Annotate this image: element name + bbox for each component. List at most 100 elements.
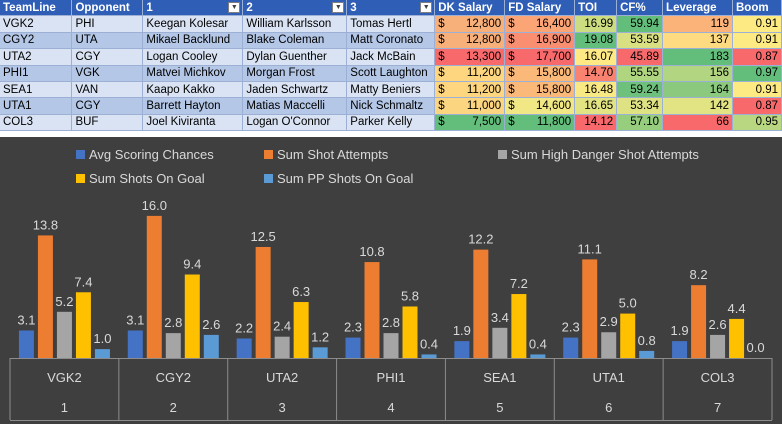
chevron-down-icon[interactable]: ▼ xyxy=(420,2,433,13)
data-label: 3.1 xyxy=(17,312,35,327)
table-cell-p3[interactable]: Scott Laughton xyxy=(346,65,436,82)
table-cell-fd[interactable]: $17,700 xyxy=(504,48,576,66)
table-cell-p2[interactable]: Matias Maccelli xyxy=(242,97,348,115)
table-cell-p2[interactable]: Jaden Schwartz xyxy=(242,81,348,99)
table-cell-fd[interactable]: $14,600 xyxy=(504,97,576,115)
table-cell-dk[interactable]: $11,000 xyxy=(434,97,506,115)
table-cell-boom[interactable]: 0.87 xyxy=(732,48,782,66)
table-cell-p2[interactable]: Blake Coleman xyxy=(242,32,348,50)
table-cell-teamline[interactable]: SEA1 xyxy=(0,81,73,99)
chevron-down-icon[interactable]: ▼ xyxy=(228,2,241,13)
table-cell-opponent[interactable]: VGK xyxy=(71,65,144,82)
table-cell-boom[interactable]: 0.91 xyxy=(732,81,782,99)
table-cell-lev[interactable]: 156 xyxy=(662,65,733,82)
header-opponent[interactable]: Opponent xyxy=(71,0,144,17)
table-cell-p2[interactable]: Logan O'Connor xyxy=(242,114,348,132)
table-cell-toi[interactable]: 16.07 xyxy=(574,48,618,66)
table-cell-opponent[interactable]: CGY xyxy=(71,48,144,66)
header-player-2[interactable]: 2 ▼ xyxy=(242,0,348,17)
table-cell-p3[interactable]: Tomas Hertl xyxy=(346,15,436,33)
table-cell-dk[interactable]: $11,200 xyxy=(434,65,506,82)
table-cell-cf[interactable]: 57.10 xyxy=(616,114,664,132)
table-cell-p1[interactable]: Keegan Kolesar xyxy=(142,15,244,33)
table-cell-opponent[interactable]: UTA xyxy=(71,32,144,50)
header-player-3[interactable]: 3 ▼ xyxy=(346,0,436,17)
table-cell-lev[interactable]: 183 xyxy=(662,48,733,66)
table-cell-p1[interactable]: Matvei Michkov xyxy=(142,65,244,82)
table-cell-boom[interactable]: 0.91 xyxy=(732,32,782,50)
table-cell-cf[interactable]: 55.55 xyxy=(616,65,664,82)
header-cf-pct[interactable]: CF% xyxy=(616,0,664,17)
table-cell-toi[interactable]: 19.08 xyxy=(574,32,618,50)
header-leverage[interactable]: Leverage xyxy=(662,0,733,17)
table-cell-lev[interactable]: 142 xyxy=(662,97,733,115)
table-cell-fd[interactable]: $15,800 xyxy=(504,81,576,99)
cell-value: 14.70 xyxy=(584,67,614,80)
table-cell-lev[interactable]: 137 xyxy=(662,32,733,50)
table-cell-p2[interactable]: William Karlsson xyxy=(242,15,348,33)
table-cell-lev[interactable]: 66 xyxy=(662,114,733,132)
table-cell-cf[interactable]: 59.94 xyxy=(616,15,664,33)
table-cell-teamline[interactable]: COL3 xyxy=(0,114,73,132)
table-cell-p3[interactable]: Matt Coronato xyxy=(346,32,436,50)
table-cell-boom[interactable]: 0.87 xyxy=(732,97,782,115)
table-cell-dk[interactable]: $7,500 xyxy=(434,114,506,132)
table-cell-opponent[interactable]: BUF xyxy=(71,114,144,132)
table-cell-p3[interactable]: Jack McBain xyxy=(346,48,436,66)
table-cell-lev[interactable]: 164 xyxy=(662,81,733,99)
table-cell-lev[interactable]: 119 xyxy=(662,15,733,33)
header-teamline[interactable]: TeamLine xyxy=(0,0,73,17)
table-cell-fd[interactable]: $11,800 xyxy=(504,114,576,132)
table-cell-teamline[interactable]: UTA1 xyxy=(0,97,73,115)
header-dk-salary[interactable]: DK Salary xyxy=(434,0,506,17)
table-cell-cf[interactable]: 59.24 xyxy=(616,81,664,99)
header-toi[interactable]: TOI xyxy=(574,0,618,17)
table-cell-boom[interactable]: 0.97 xyxy=(732,65,782,82)
table-cell-p1[interactable]: Kaapo Kakko xyxy=(142,81,244,99)
table-cell-p1[interactable]: Logan Cooley xyxy=(142,48,244,66)
table-cell-opponent[interactable]: PHI xyxy=(71,15,144,33)
table-cell-p1[interactable]: Barrett Hayton xyxy=(142,97,244,115)
table-cell-teamline[interactable]: UTA2 xyxy=(0,48,73,66)
table-cell-p3[interactable]: Nick Schmaltz xyxy=(346,97,436,115)
table-cell-toi[interactable]: 14.70 xyxy=(574,65,618,82)
table-cell-toi[interactable]: 16.48 xyxy=(574,81,618,99)
cell-value: UTA xyxy=(75,34,98,47)
table-cell-cf[interactable]: 53.34 xyxy=(616,97,664,115)
table-cell-boom[interactable]: 0.95 xyxy=(732,114,782,132)
table-cell-p1[interactable]: Mikael Backlund xyxy=(142,32,244,50)
header-boom[interactable]: Boom xyxy=(732,0,782,17)
data-label: 2.3 xyxy=(344,320,362,335)
data-label: 9.4 xyxy=(183,257,201,272)
table-cell-dk[interactable]: $13,300 xyxy=(434,48,506,66)
table-cell-toi[interactable]: 16.99 xyxy=(574,15,618,33)
table-cell-p3[interactable]: Matty Beniers xyxy=(346,81,436,99)
cell-value: 19.08 xyxy=(584,34,614,47)
bar xyxy=(620,313,636,358)
table-cell-opponent[interactable]: CGY xyxy=(71,97,144,115)
bar xyxy=(56,311,72,358)
table-cell-cf[interactable]: 45.89 xyxy=(616,48,664,66)
table-cell-fd[interactable]: $15,800 xyxy=(504,65,576,82)
cell-value: 156 xyxy=(709,67,729,80)
table-cell-teamline[interactable]: PHI1 xyxy=(0,65,73,82)
table-cell-toi[interactable]: 16.65 xyxy=(574,97,618,115)
table-cell-boom[interactable]: 0.91 xyxy=(732,15,782,33)
table-cell-p1[interactable]: Joel Kiviranta xyxy=(142,114,244,132)
table-cell-dk[interactable]: $12,800 xyxy=(434,32,506,50)
table-cell-p2[interactable]: Morgan Frost xyxy=(242,65,348,82)
header-player-1[interactable]: 1 ▼ xyxy=(142,0,244,17)
table-cell-opponent[interactable]: VAN xyxy=(71,81,144,99)
table-cell-teamline[interactable]: CGY2 xyxy=(0,32,73,50)
header-fd-salary[interactable]: FD Salary xyxy=(504,0,576,17)
table-cell-cf[interactable]: 53.59 xyxy=(616,32,664,50)
table-cell-p3[interactable]: Parker Kelly xyxy=(346,114,436,132)
table-cell-dk[interactable]: $11,200 xyxy=(434,81,506,99)
table-cell-toi[interactable]: 14.12 xyxy=(574,114,618,132)
table-cell-teamline[interactable]: VGK2 xyxy=(0,15,73,33)
table-cell-fd[interactable]: $16,900 xyxy=(504,32,576,50)
chevron-down-icon[interactable]: ▼ xyxy=(332,2,345,13)
table-cell-fd[interactable]: $16,400 xyxy=(504,15,576,33)
table-cell-dk[interactable]: $12,800 xyxy=(434,15,506,33)
table-cell-p2[interactable]: Dylan Guenther xyxy=(242,48,348,66)
